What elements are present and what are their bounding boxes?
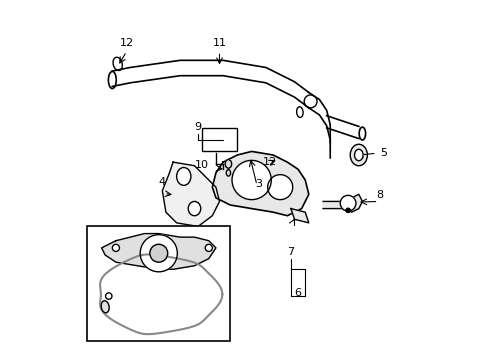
Circle shape [140, 235, 177, 272]
Text: 7: 7 [287, 247, 294, 257]
Text: 5: 5 [380, 148, 386, 158]
Ellipse shape [188, 202, 201, 216]
Circle shape [345, 208, 349, 212]
Bar [87, 226, 230, 341]
Bar [201, 128, 237, 152]
Text: 2: 2 [198, 290, 205, 300]
Text: 9: 9 [194, 122, 201, 132]
Text: 8: 8 [376, 190, 383, 200]
Circle shape [267, 175, 292, 200]
Polygon shape [290, 208, 308, 223]
Circle shape [344, 200, 351, 207]
Text: 12: 12 [262, 157, 276, 167]
Circle shape [149, 244, 167, 262]
Ellipse shape [349, 144, 366, 166]
Text: 3: 3 [255, 179, 262, 189]
Text: 10: 10 [194, 160, 208, 170]
Polygon shape [323, 194, 362, 212]
Circle shape [105, 293, 112, 299]
Ellipse shape [176, 167, 190, 185]
Text: 4: 4 [159, 177, 165, 187]
Ellipse shape [354, 149, 363, 161]
Polygon shape [102, 234, 216, 269]
Text: 11: 11 [212, 38, 226, 48]
Circle shape [205, 244, 212, 251]
Circle shape [340, 195, 355, 211]
Text: 12: 12 [119, 38, 133, 48]
Ellipse shape [225, 159, 231, 168]
Polygon shape [162, 162, 219, 226]
Circle shape [112, 244, 119, 251]
Ellipse shape [226, 170, 230, 176]
Ellipse shape [101, 301, 109, 313]
Text: 6: 6 [294, 288, 301, 298]
Polygon shape [212, 152, 308, 216]
Circle shape [231, 160, 271, 200]
Text: 1: 1 [141, 250, 148, 260]
